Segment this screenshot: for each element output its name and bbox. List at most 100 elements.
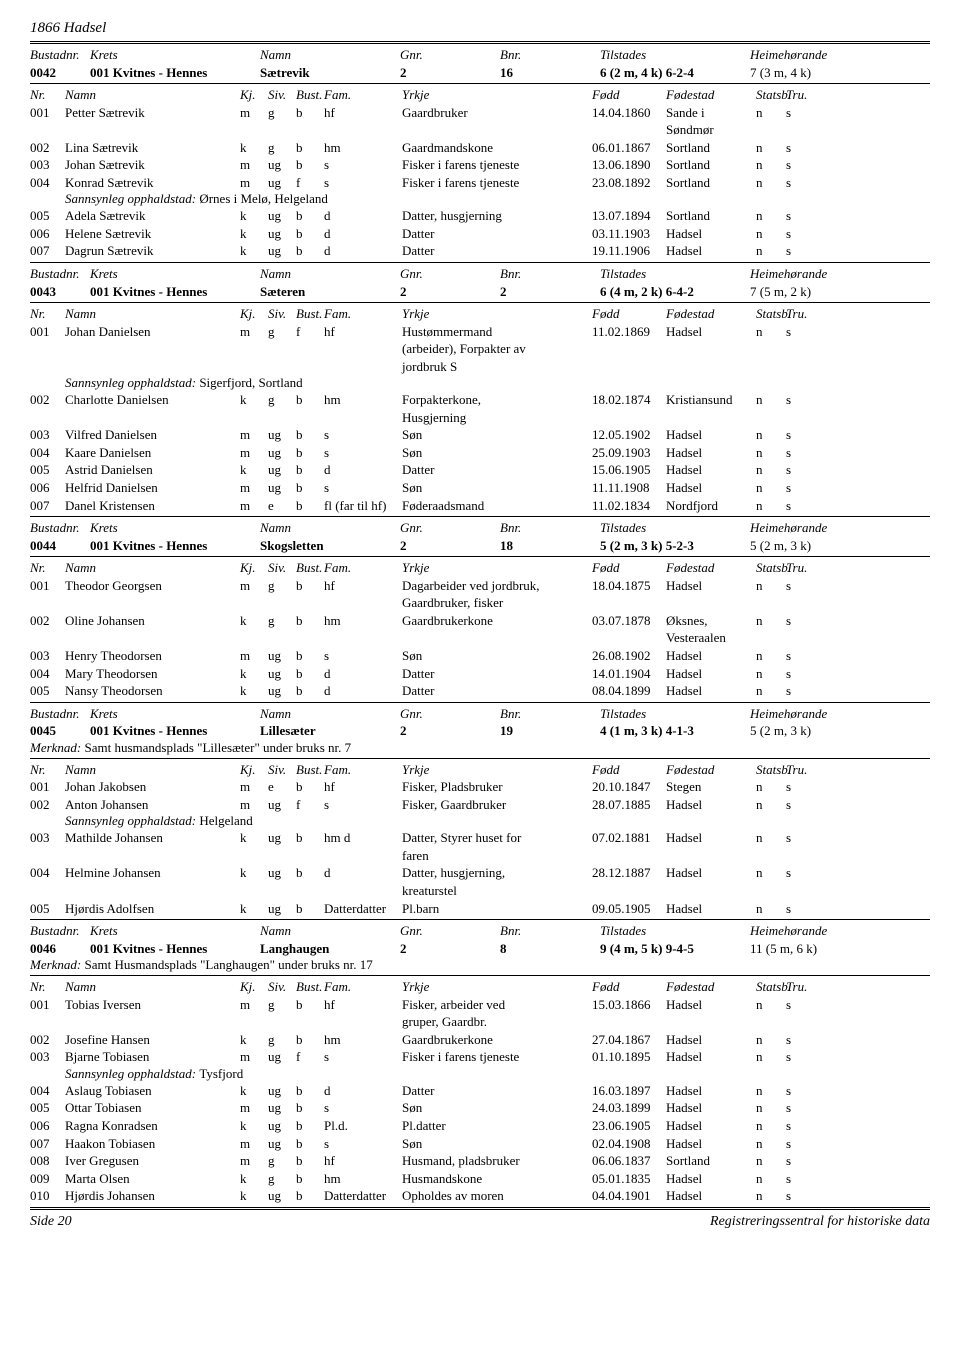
person-bust: b xyxy=(296,864,324,899)
hdr-namn: Namn xyxy=(260,922,400,940)
person-bust: b xyxy=(296,612,324,647)
person-kj: m xyxy=(240,996,268,1031)
sannsynleg: Sannsynleg opphaldstad: Helgeland xyxy=(30,813,930,829)
person-fam: hm xyxy=(324,612,402,647)
household-namn: Sætrevik xyxy=(260,64,400,82)
person-kj: m xyxy=(240,647,268,665)
person-fam: hf xyxy=(324,323,402,376)
person-nr: 004 xyxy=(30,864,65,899)
person-kj: m xyxy=(240,796,268,814)
person-fodd: 05.01.1835 xyxy=(592,1170,666,1188)
person-fodd: 03.11.1903 xyxy=(592,225,666,243)
person-namn: Anton Johansen xyxy=(65,796,240,814)
person-kj: k xyxy=(240,864,268,899)
hdr-fodestad: Fødestad xyxy=(666,86,756,104)
person-yrkje: Pl.barn xyxy=(402,900,592,918)
hdr-fam: Fam. xyxy=(324,978,402,996)
krets: 001 Kvitnes - Hennes xyxy=(90,722,260,740)
person-fam: hm xyxy=(324,1031,402,1049)
person-statsb: n xyxy=(756,682,786,700)
person-bust: b xyxy=(296,682,324,700)
hdr-yrkje: Yrkje xyxy=(402,305,592,323)
person-nr: 003 xyxy=(30,1048,65,1066)
hdr-namn: Namn xyxy=(260,519,400,537)
person-kj: m xyxy=(240,1152,268,1170)
person-tru: s xyxy=(786,104,816,139)
person-nr: 006 xyxy=(30,1117,65,1135)
hdr-heime: Heimehørande xyxy=(750,705,870,723)
person-statsb: n xyxy=(756,1187,786,1205)
person-yrkje: Datter xyxy=(402,1082,592,1100)
person-fodd: 13.06.1890 xyxy=(592,156,666,174)
person-tru: s xyxy=(786,461,816,479)
person-tru: s xyxy=(786,479,816,497)
person-yrkje: Datter, husgjerning xyxy=(402,207,592,225)
person-statsb: n xyxy=(756,139,786,157)
person-statsb: n xyxy=(756,1117,786,1135)
person-yrkje: Datter xyxy=(402,682,592,700)
bustadnr: 0042 xyxy=(30,64,90,82)
person-siv: ug xyxy=(268,207,296,225)
household-namn: Lillesæter xyxy=(260,722,400,740)
person-bust: b xyxy=(296,996,324,1031)
hdr-tilstades: Tilstades xyxy=(600,922,750,940)
person-bust: f xyxy=(296,323,324,376)
person-bust: b xyxy=(296,1135,324,1153)
person-fodd: 11.11.1908 xyxy=(592,479,666,497)
hdr-gnr: Gnr. xyxy=(400,922,500,940)
person-statsb: n xyxy=(756,174,786,192)
person-siv: ug xyxy=(268,225,296,243)
person-fam: d xyxy=(324,225,402,243)
person-namn: Tobias Iversen xyxy=(65,996,240,1031)
person-fodestad: Hadsel xyxy=(666,864,756,899)
gnr: 2 xyxy=(400,940,500,958)
person-namn: Ottar Tobiasen xyxy=(65,1099,240,1117)
hdr-nr: Nr. xyxy=(30,86,65,104)
person-bust: b xyxy=(296,829,324,864)
person-fodd: 15.03.1866 xyxy=(592,996,666,1031)
person-yrkje: Gaardbruker xyxy=(402,104,592,139)
hdr-nr: Nr. xyxy=(30,305,65,323)
person-namn: Johan Jakobsen xyxy=(65,778,240,796)
person-bust: b xyxy=(296,104,324,139)
person-bust: b xyxy=(296,1082,324,1100)
hdr-bnr: Bnr. xyxy=(500,265,600,283)
person-bust: b xyxy=(296,1099,324,1117)
person-namn: Iver Gregusen xyxy=(65,1152,240,1170)
hdr-tilstades: Tilstades xyxy=(600,705,750,723)
krets: 001 Kvitnes - Hennes xyxy=(90,940,260,958)
bnr: 2 xyxy=(500,283,600,301)
person-nr: 006 xyxy=(30,479,65,497)
hdr-gnr: Gnr. xyxy=(400,705,500,723)
heime: 5 (2 m, 3 k) xyxy=(750,537,870,555)
person-kj: m xyxy=(240,1099,268,1117)
tilstades: 6 (4 m, 2 k) 6-4-2 xyxy=(600,283,750,301)
person-siv: ug xyxy=(268,665,296,683)
person-kj: k xyxy=(240,1170,268,1188)
person-yrkje: Søn xyxy=(402,444,592,462)
person-statsb: n xyxy=(756,778,786,796)
person-tru: s xyxy=(786,900,816,918)
hdr-fodestad: Fødestad xyxy=(666,761,756,779)
hdr-krets: Krets xyxy=(90,922,260,940)
person-namn: Kaare Danielsen xyxy=(65,444,240,462)
person-siv: ug xyxy=(268,900,296,918)
person-fodd: 19.11.1906 xyxy=(592,242,666,260)
person-namn: Hjørdis Johansen xyxy=(65,1187,240,1205)
person-siv: ug xyxy=(268,479,296,497)
person-yrkje: Søn xyxy=(402,479,592,497)
person-fodestad: Hadsel xyxy=(666,1117,756,1135)
person-kj: k xyxy=(240,139,268,157)
person-fodd: 11.02.1834 xyxy=(592,497,666,515)
person-siv: g xyxy=(268,996,296,1031)
hdr-heime: Heimehørande xyxy=(750,519,870,537)
person-fam: s xyxy=(324,426,402,444)
person-nr: 007 xyxy=(30,1135,65,1153)
person-yrkje: Fisker, arbeider ved gruper, Gaardbr. xyxy=(402,996,592,1031)
hdr-siv: Siv. xyxy=(268,978,296,996)
hdr-siv: Siv. xyxy=(268,761,296,779)
hdr-kj: Kj. xyxy=(240,86,268,104)
hdr-namn: Namn xyxy=(260,705,400,723)
bustadnr: 0044 xyxy=(30,537,90,555)
person-namn: Aslaug Tobiasen xyxy=(65,1082,240,1100)
